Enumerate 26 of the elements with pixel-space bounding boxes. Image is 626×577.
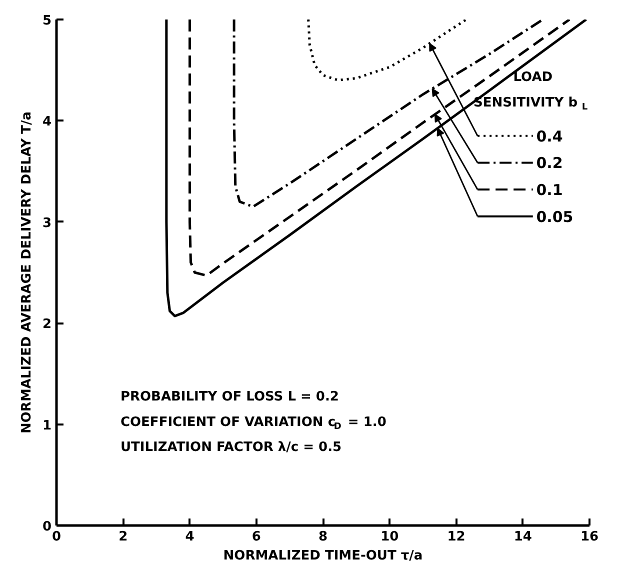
y-axis-title: NORMALIZED AVERAGE DELIVERY DELAY T/a <box>19 111 34 434</box>
x-tick-label: 2 <box>118 530 128 544</box>
x-tick-label: 8 <box>318 530 328 544</box>
x-tick-label: 16 <box>580 530 599 544</box>
line-series <box>188 20 571 277</box>
legend-label: 0.1 <box>536 181 563 200</box>
line-series <box>165 20 588 318</box>
x-tick-label: 6 <box>252 530 261 544</box>
legend-label: 0.2 <box>536 154 563 172</box>
y-tick-label: 4 <box>42 114 52 130</box>
annotation: UTILIZATION FACTOR λ/c = 0.5 <box>120 440 342 456</box>
x-tick-label: 0 <box>52 530 62 544</box>
y-tick-label: 0 <box>42 520 52 534</box>
x-tick-label: 10 <box>380 530 399 544</box>
x-tick-label: 12 <box>447 530 466 544</box>
y-tick-label: 2 <box>42 317 52 332</box>
y-tick-label: 5 <box>42 14 52 28</box>
legend-label: 0.4 <box>536 127 563 146</box>
x-tick-label: 14 <box>514 530 532 544</box>
y-tick-label: 1 <box>42 418 52 434</box>
legend-label: 0.05 <box>536 208 574 226</box>
y-tick-label: 3 <box>42 216 52 231</box>
line-series <box>307 20 468 82</box>
x-tick-label: 4 <box>185 530 194 544</box>
annotation: PROBABILITY OF LOSS L = 0.2 <box>120 389 339 404</box>
x-axis-title: NORMALIZED TIME-OUT τ/a <box>223 548 423 564</box>
